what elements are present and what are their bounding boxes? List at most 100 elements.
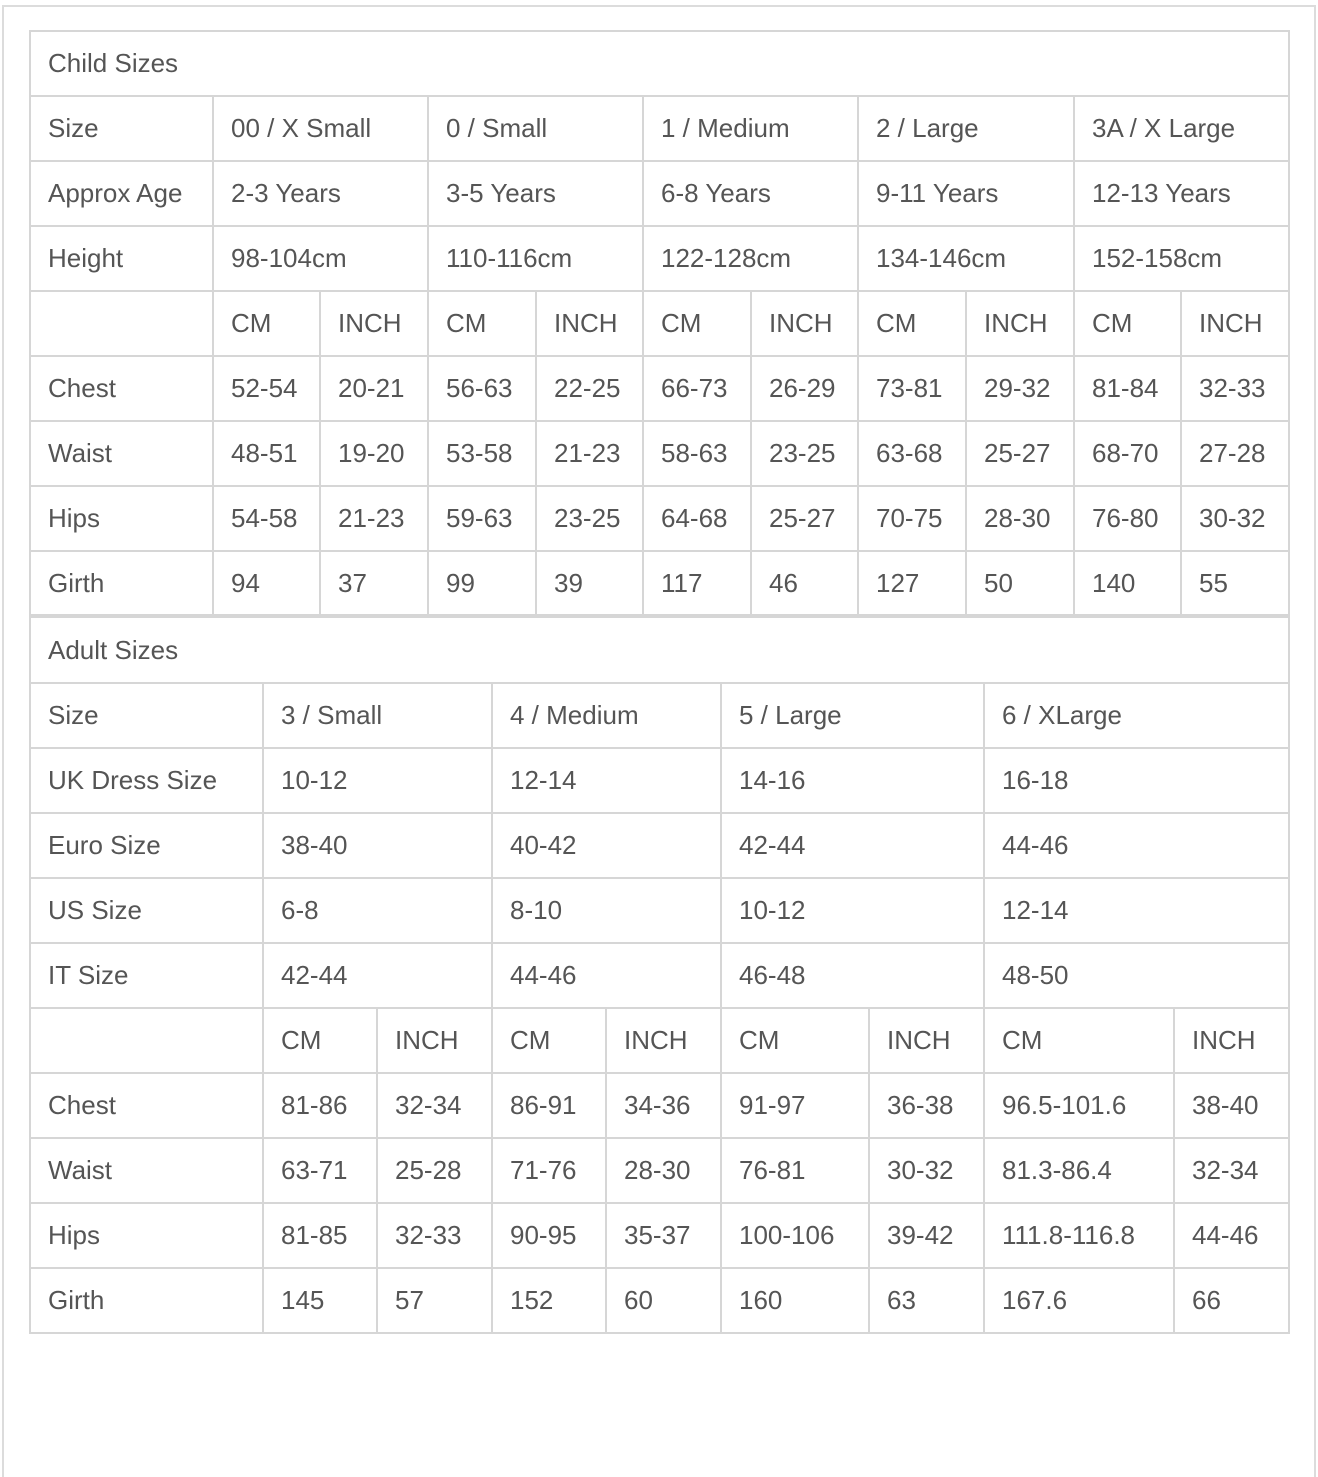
table-row: Chest 81-86 32-34 86-91 34-36 91-97 36-38 96.5-… xyxy=(29,1072,1291,1139)
unit-header: CM xyxy=(262,1007,378,1074)
cell-value: 134-146cm xyxy=(857,225,1075,292)
empty-cell xyxy=(29,290,214,357)
table-row: Hips 81-85 32-33 90-95 35-37 100-106 39-42 111.… xyxy=(29,1202,1291,1269)
cell-value: 122-128cm xyxy=(642,225,859,292)
cell-value: 6 / XLarge xyxy=(982,682,1291,749)
unit-header: INCH xyxy=(319,290,429,357)
unit-header: INCH xyxy=(1172,1007,1291,1074)
cell-value: 5 / Large xyxy=(720,682,985,749)
cell-value: 145 xyxy=(262,1267,378,1334)
cell-value: 28-30 xyxy=(965,485,1075,552)
cell-value: 1 / Medium xyxy=(642,95,859,162)
cell-value: 152-158cm xyxy=(1072,225,1291,292)
cell-value: 167.6 xyxy=(983,1267,1175,1334)
cell-value: 19-20 xyxy=(319,420,429,487)
cell-value: 26-29 xyxy=(750,355,859,422)
empty-cell xyxy=(29,1007,264,1074)
cell-value: 36-38 xyxy=(868,1072,985,1139)
cell-value: 0 / Small xyxy=(427,95,644,162)
cell-value: 54-58 xyxy=(212,485,321,552)
cell-value: 32-34 xyxy=(1172,1137,1291,1204)
cell-value: 3-5 Years xyxy=(427,160,644,227)
cell-value: 56-63 xyxy=(427,355,537,422)
cell-value: 6-8 Years xyxy=(642,160,859,227)
adult-size-table: Adult Sizes Size 3 / Small 4 / Medium 5 / La… xyxy=(28,618,1291,1334)
cell-value: 111.8-116.8 xyxy=(983,1202,1175,1269)
unit-header: INCH xyxy=(605,1007,722,1074)
row-label: IT Size xyxy=(29,942,264,1009)
cell-value: 58-63 xyxy=(642,420,752,487)
cell-value: 28-30 xyxy=(605,1137,722,1204)
cell-value: 66-73 xyxy=(642,355,752,422)
cell-value: 110-116cm xyxy=(427,225,644,292)
table-row: Size 3 / Small 4 / Medium 5 / Large 6 / XLar… xyxy=(29,682,1291,749)
size-chart: Child Sizes Size 00 / X Small 0 / Small 1 / … xyxy=(28,30,1291,1334)
table-row: Adult Sizes xyxy=(28,618,1291,684)
cell-value: 34-36 xyxy=(605,1072,722,1139)
cell-value: 21-23 xyxy=(535,420,644,487)
table-row: Hips 54-58 21-23 59-63 23-25 64-68 25-27 70-75 2… xyxy=(29,485,1291,552)
table-row: Girth 145 57 152 60 160 63 167.6 66 xyxy=(29,1267,1291,1334)
cell-value: 12-14 xyxy=(491,747,722,814)
row-label: Euro Size xyxy=(29,812,264,879)
cell-value: 96.5-101.6 xyxy=(983,1072,1175,1139)
cell-value: 46 xyxy=(750,550,859,618)
cell-value: 52-54 xyxy=(212,355,321,422)
cell-value: 32-34 xyxy=(376,1072,493,1139)
cell-value: 71-76 xyxy=(491,1137,607,1204)
table-row: CM INCH CM INCH CM INCH CM INCH CM INCH xyxy=(29,290,1291,357)
cell-value: 12-14 xyxy=(982,877,1291,944)
table-row: Child Sizes xyxy=(28,30,1291,97)
cell-value: 98-104cm xyxy=(212,225,429,292)
cell-value: 127 xyxy=(857,550,967,618)
cell-value: 46-48 xyxy=(720,942,985,1009)
row-label: Chest xyxy=(29,355,214,422)
table-row: Euro Size 38-40 40-42 42-44 44-46 xyxy=(29,812,1291,879)
cell-value: 57 xyxy=(376,1267,493,1334)
row-label: Chest xyxy=(29,1072,264,1139)
row-label: Approx Age xyxy=(29,160,214,227)
cell-value: 140 xyxy=(1073,550,1182,618)
table-row: CM INCH CM INCH CM INCH CM INCH xyxy=(29,1007,1291,1074)
unit-header: INCH xyxy=(750,290,859,357)
unit-header: INCH xyxy=(1179,290,1291,357)
cell-value: 4 / Medium xyxy=(491,682,722,749)
unit-header: CM xyxy=(983,1007,1175,1074)
cell-value: 20-21 xyxy=(319,355,429,422)
row-label: Hips xyxy=(29,485,214,552)
cell-value: 76-81 xyxy=(720,1137,870,1204)
cell-value: 42-44 xyxy=(262,942,493,1009)
row-label: Girth xyxy=(29,550,214,618)
cell-value: 48-51 xyxy=(212,420,321,487)
cell-value: 90-95 xyxy=(491,1202,607,1269)
cell-value: 100-106 xyxy=(720,1202,870,1269)
unit-header: CM xyxy=(427,290,537,357)
row-label: Size xyxy=(29,682,264,749)
cell-value: 38-40 xyxy=(1172,1072,1291,1139)
cell-value: 00 / X Small xyxy=(212,95,429,162)
row-label: Height xyxy=(29,225,214,292)
cell-value: 63-71 xyxy=(262,1137,378,1204)
cell-value: 44-46 xyxy=(982,812,1291,879)
cell-value: 35-37 xyxy=(605,1202,722,1269)
cell-value: 25-28 xyxy=(376,1137,493,1204)
cell-value: 44-46 xyxy=(1172,1202,1291,1269)
table-row: Waist 48-51 19-20 53-58 21-23 58-63 23-25 63-68… xyxy=(29,420,1291,487)
cell-value: 81-84 xyxy=(1073,355,1182,422)
cell-value: 23-25 xyxy=(535,485,644,552)
table-row: Girth 94 37 99 39 117 46 127 50 140 55 xyxy=(29,550,1291,618)
cell-value: 3 / Small xyxy=(262,682,493,749)
cell-value: 59-63 xyxy=(427,485,537,552)
cell-value: 9-11 Years xyxy=(857,160,1075,227)
cell-value: 2-3 Years xyxy=(212,160,429,227)
row-label: Size xyxy=(29,95,214,162)
cell-value: 81-85 xyxy=(262,1202,378,1269)
unit-header: CM xyxy=(212,290,321,357)
table-row: Approx Age 2-3 Years 3-5 Years 6-8 Years 9-1… xyxy=(29,160,1291,227)
cell-value: 32-33 xyxy=(1179,355,1291,422)
cell-value: 152 xyxy=(491,1267,607,1334)
cell-value: 60 xyxy=(605,1267,722,1334)
cell-value: 53-58 xyxy=(427,420,537,487)
cell-value: 48-50 xyxy=(982,942,1291,1009)
cell-value: 94 xyxy=(212,550,321,618)
